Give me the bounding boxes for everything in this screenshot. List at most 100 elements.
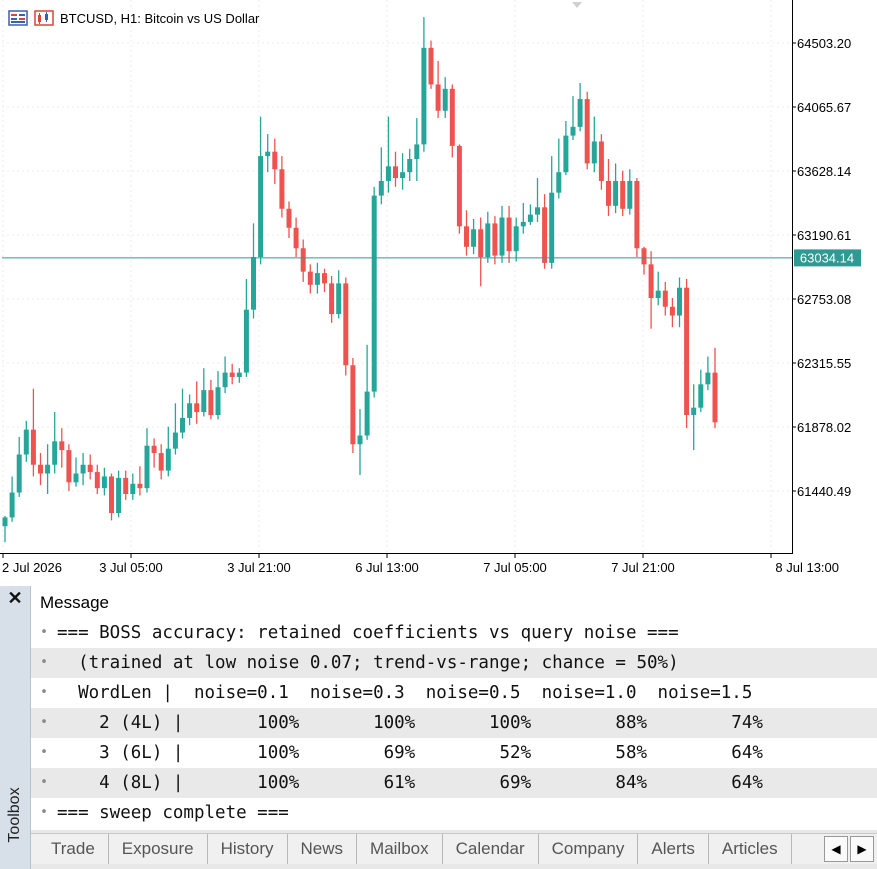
toolbox-sidebar: ✕ Toolbox — [0, 586, 31, 869]
candle-body — [662, 290, 668, 307]
candle — [506, 205, 512, 263]
log-message: WordLen | noise=0.1 noise=0.3 noise=0.5 … — [57, 683, 753, 703]
candle — [94, 464, 100, 494]
time-tick-label: 8 Jul 13:00 — [775, 560, 839, 575]
log-row[interactable]: • 4 (8L) | 100% 61% 69% 84% 64% — [31, 768, 877, 798]
candle-body — [66, 450, 72, 483]
candle-body — [293, 227, 299, 249]
candle-body — [648, 264, 654, 298]
chart-shift-marker-icon[interactable] — [572, 2, 582, 8]
tab-alerts[interactable]: Alerts — [638, 834, 709, 864]
candle-body — [52, 441, 58, 465]
time-axis-border — [0, 553, 793, 554]
candle-body — [691, 407, 697, 416]
toolbox-tabs: Trade Exposure History News Mailbox Calendar C… — [31, 833, 877, 864]
candle — [307, 264, 313, 294]
candle-body — [258, 156, 264, 258]
tab-mailbox[interactable]: Mailbox — [357, 834, 443, 864]
candle — [478, 217, 484, 287]
candle-body — [464, 226, 469, 247]
candle-body — [471, 229, 477, 247]
candle-body — [329, 283, 335, 315]
candle — [556, 138, 562, 199]
candle-body — [307, 271, 313, 285]
candle — [606, 159, 611, 217]
candle-body — [45, 464, 51, 474]
candle — [286, 201, 292, 239]
candle-body — [279, 169, 285, 209]
candle — [350, 357, 356, 454]
tab-articles[interactable]: Articles — [709, 834, 792, 864]
candle-body — [30, 429, 36, 465]
candle-body — [677, 287, 682, 316]
price-tick-label: 62315.55 — [797, 356, 851, 371]
candle-body — [101, 476, 107, 489]
current-price-tag: 63034.14 — [794, 249, 861, 267]
candle-body — [201, 390, 207, 413]
candle-body — [485, 223, 491, 258]
tab-calendar[interactable]: Calendar — [443, 834, 539, 864]
message-column-header[interactable]: Message — [40, 593, 109, 612]
candle — [577, 82, 583, 132]
candle — [16, 436, 22, 497]
candle-body — [570, 126, 576, 136]
row-bullet-icon: • — [40, 655, 48, 670]
candle-body — [655, 290, 661, 298]
time-tick-label: 3 Jul 21:00 — [227, 560, 291, 575]
tab-company[interactable]: Company — [539, 834, 639, 864]
candle — [634, 178, 640, 258]
chart-window[interactable]: 64503.20 64065.67 63628.14 63190.61 62753.08… — [0, 0, 877, 583]
candle-body — [130, 483, 136, 494]
candle — [691, 384, 697, 451]
candle-body — [350, 365, 356, 445]
tab-news[interactable]: News — [288, 834, 358, 864]
candle-body — [180, 417, 185, 433]
log-message: 4 (8L) | 100% 61% 69% 84% 64% — [57, 773, 763, 793]
candle-body — [16, 454, 22, 493]
candle-body — [94, 472, 100, 489]
experts-log[interactable]: Message • === BOSS accuracy: retained coe… — [31, 586, 877, 830]
tab-exposure[interactable]: Exposure — [109, 834, 208, 864]
candle-body — [499, 217, 505, 256]
log-row[interactable]: • (trained at low noise 0.07; trend-vs-r… — [31, 648, 877, 678]
log-row[interactable]: • === BOSS accuracy: retained coefficient… — [31, 618, 877, 648]
log-row[interactable]: • WordLen | noise=0.1 noise=0.3 noise=0.… — [31, 678, 877, 708]
candle — [400, 153, 406, 190]
candle-body — [414, 144, 420, 160]
log-message: 3 (6L) | 100% 69% 52% 58% 64% — [57, 743, 763, 763]
tab-trade[interactable]: Trade — [31, 834, 109, 864]
price-tick-label: 63628.14 — [797, 164, 851, 179]
candle — [428, 40, 434, 89]
candle — [584, 91, 590, 170]
log-row[interactable]: • 2 (4L) | 100% 100% 100% 88% 74% — [31, 708, 877, 738]
candle — [251, 223, 256, 319]
candle — [684, 278, 690, 429]
candle — [343, 277, 349, 376]
candle — [9, 476, 15, 522]
log-row[interactable]: • 3 (6L) | 100% 69% 52% 58% 64% — [31, 738, 877, 768]
candle-body — [243, 309, 249, 373]
scroll-right-icon[interactable]: ▶ — [850, 836, 874, 862]
candle — [322, 268, 327, 293]
chart-list-icon[interactable] — [8, 9, 28, 27]
candle — [535, 178, 540, 222]
candle-body — [286, 208, 292, 228]
candle-body — [172, 432, 178, 449]
candle — [265, 134, 271, 173]
candle-body — [577, 99, 583, 127]
candle — [222, 356, 228, 394]
candle — [201, 368, 207, 417]
row-bullet-icon: • — [40, 805, 48, 820]
close-icon[interactable]: ✕ — [7, 588, 23, 608]
chart-symbol-caption: BTCUSD, H1: Bitcoin vs US Dollar — [60, 10, 260, 26]
price-tick-label: 63190.61 — [797, 228, 851, 243]
candle-body — [506, 217, 512, 252]
log-row[interactable]: • === sweep complete === — [31, 798, 877, 828]
candle-body — [684, 287, 690, 416]
candle — [471, 218, 477, 255]
symbol-chart-icon[interactable] — [34, 9, 54, 27]
scroll-left-icon[interactable]: ◀ — [824, 836, 848, 862]
price-chart[interactable]: 64503.20 64065.67 63628.14 63190.61 62753.08… — [0, 0, 877, 583]
tab-history[interactable]: History — [208, 834, 288, 864]
candle — [378, 147, 384, 205]
